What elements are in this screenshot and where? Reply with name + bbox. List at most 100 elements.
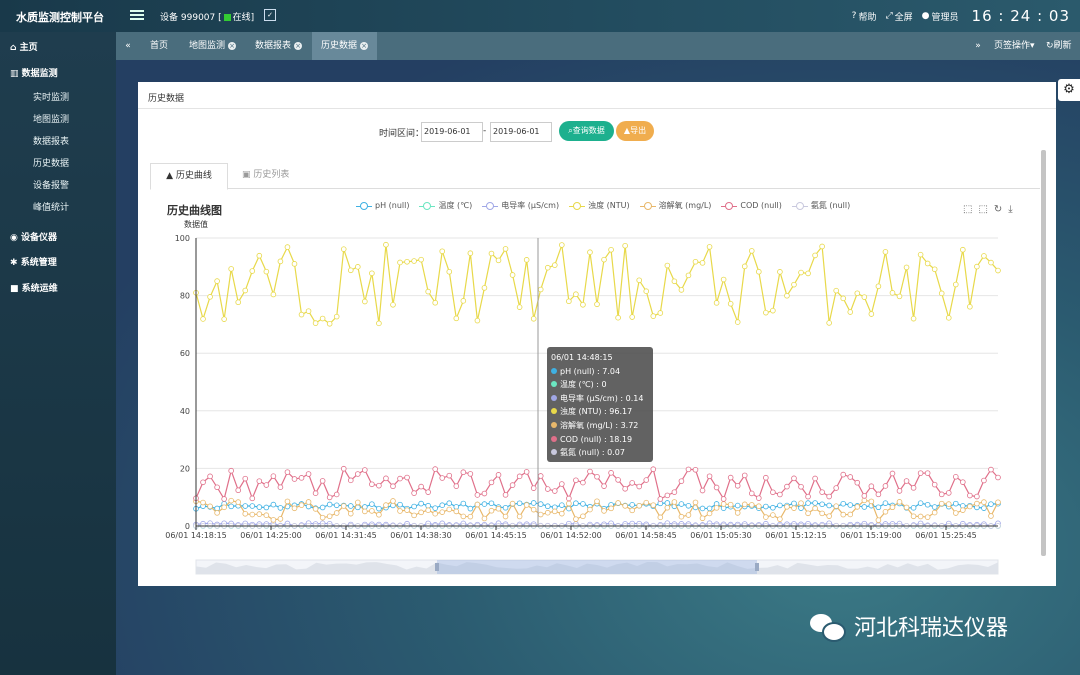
data-point [657, 496, 664, 502]
tab-history-curve[interactable]: ▲ 历史曲线 [150, 163, 228, 190]
data-point [910, 315, 917, 322]
export-button[interactable]: ▲导出 [616, 121, 654, 141]
sidebar-sub-report[interactable]: 数据报表 [33, 137, 70, 147]
sidebar-item-data-monitor[interactable]: ▥ 数据监测 [10, 66, 58, 79]
legend-item[interactable]: COD (null) [721, 200, 782, 211]
tooltip-label: 电导率 (μS/cm) : 0.14 [560, 393, 644, 403]
help-button[interactable]: ? 帮助 [852, 10, 877, 23]
sidebar-sub-alarm[interactable]: 设备报警 [33, 181, 70, 191]
data-point [847, 309, 854, 315]
data-point [530, 506, 537, 513]
data-point [326, 501, 333, 508]
data-point [390, 302, 396, 308]
sidebar-item-ops[interactable]: ■ 系统运维 [10, 281, 58, 294]
data-point [692, 466, 699, 473]
data-point [784, 292, 790, 299]
device-dropdown-icon[interactable]: ✓ [264, 9, 276, 21]
gear-icon[interactable]: ⚙ [1058, 79, 1080, 101]
data-point [812, 252, 818, 259]
legend-item[interactable]: 电导率 (μS/cm) [482, 200, 559, 211]
menu-toggle-icon[interactable] [130, 8, 144, 22]
data-point [678, 501, 685, 507]
user-icon: ▲ [623, 126, 631, 135]
tab-label: 历史列表 [253, 170, 290, 180]
sidebar-item-device[interactable]: ◉ 设备仪器 [10, 230, 57, 243]
legend-label: 浊度 (NTU) [588, 201, 630, 210]
refresh-label: 刷新 [1053, 41, 1072, 51]
y-tick-label: 20 [180, 464, 190, 473]
data-point [284, 244, 291, 250]
data-point [763, 514, 769, 520]
data-point [756, 503, 762, 510]
data-point [355, 499, 361, 506]
data-point [748, 248, 755, 254]
data-point [376, 505, 382, 512]
tab-map[interactable]: 地图监测 × [189, 32, 237, 60]
data-zoom-slider[interactable] [195, 559, 999, 575]
data-point [439, 248, 446, 255]
data-point [910, 513, 917, 520]
tooltip-dot [551, 421, 557, 428]
download-icon[interactable]: ⤓ [1008, 204, 1013, 215]
tab-history-list[interactable]: ▣ 历史列表 [242, 163, 289, 188]
fullscreen-button[interactable]: ⤢ 全屏 [885, 10, 912, 23]
sidebar-sub-history[interactable]: 历史数据 [33, 159, 70, 169]
legend-item[interactable]: 浊度 (NTU) [569, 200, 630, 211]
data-point [495, 257, 502, 264]
data-point [952, 510, 959, 516]
zoom-select-icon[interactable]: ⬚ [963, 204, 973, 215]
data-point [207, 473, 213, 480]
data-point [425, 507, 431, 513]
page-ops-dropdown[interactable]: 页签操作▾ [994, 41, 1035, 51]
data-point [460, 469, 467, 476]
sidebar-item-home[interactable]: ⌂ 主页 [10, 40, 38, 53]
sidebar-sub-peak[interactable]: 峰值统计 [33, 203, 70, 213]
close-icon[interactable]: × [294, 42, 303, 50]
query-button[interactable]: ⌕查询数据 [559, 121, 614, 141]
sidebar-sub-realtime[interactable]: 实时监测 [33, 93, 70, 103]
legend-item[interactable]: 溶解氧 (mg/L) [639, 200, 711, 211]
legend-item[interactable]: 氨氮 (null) [791, 200, 850, 211]
data-point [347, 477, 354, 484]
data-point [615, 500, 621, 506]
close-icon[interactable]: × [360, 42, 369, 50]
tooltip-dot [551, 435, 557, 442]
tabs-scroll-right-icon[interactable]: » [975, 41, 981, 51]
data-point [207, 503, 213, 510]
close-icon[interactable]: × [228, 42, 237, 50]
end-date-input[interactable]: 2019-06-01 [490, 122, 552, 142]
data-point [622, 503, 628, 509]
data-point [537, 473, 544, 479]
scrollbar[interactable] [1041, 150, 1046, 556]
sidebar-item-system[interactable]: ✱ 系统管理 [10, 255, 57, 268]
sidebar-item-label: 系统运维 [21, 284, 58, 294]
tabs-scroll-left-icon[interactable]: « [125, 41, 131, 51]
zoom-reset-icon[interactable]: ⬚ [978, 204, 988, 215]
restore-icon[interactable]: ↻ [993, 204, 1003, 215]
data-point [502, 513, 509, 520]
legend-item[interactable]: pH (null) [356, 200, 409, 211]
data-point [291, 261, 298, 267]
tab-home[interactable]: 首页 [150, 41, 169, 51]
data-point [509, 482, 516, 488]
tab-history[interactable]: 历史数据 × [312, 32, 378, 60]
data-point [432, 299, 438, 306]
tab-report[interactable]: 数据报表 × [255, 32, 303, 60]
data-point [580, 501, 586, 507]
data-point [594, 498, 600, 505]
tooltip-dot [551, 408, 557, 415]
top-bar: 水质监测控制平台 设备 999007 [在线] ✓ ? 帮助 ⤢ 全屏 ● 管理员 1… [0, 0, 1080, 32]
admin-menu[interactable]: ● 管理员 [922, 10, 959, 23]
refresh-button[interactable]: ↻刷新 [1046, 32, 1072, 60]
sidebar-sub-map[interactable]: 地图监测 [33, 115, 70, 125]
data-point [425, 288, 431, 295]
data-point [924, 470, 931, 476]
data-point [889, 290, 896, 296]
data-point [791, 500, 797, 507]
data-point [383, 241, 389, 248]
start-date-input[interactable]: 2019-06-01 [421, 122, 483, 142]
data-point [481, 515, 488, 522]
x-tick-label: 06/01 14:45:15 [465, 531, 527, 540]
legend-item[interactable]: 温度 (℃) [419, 200, 472, 211]
data-point [727, 300, 734, 307]
